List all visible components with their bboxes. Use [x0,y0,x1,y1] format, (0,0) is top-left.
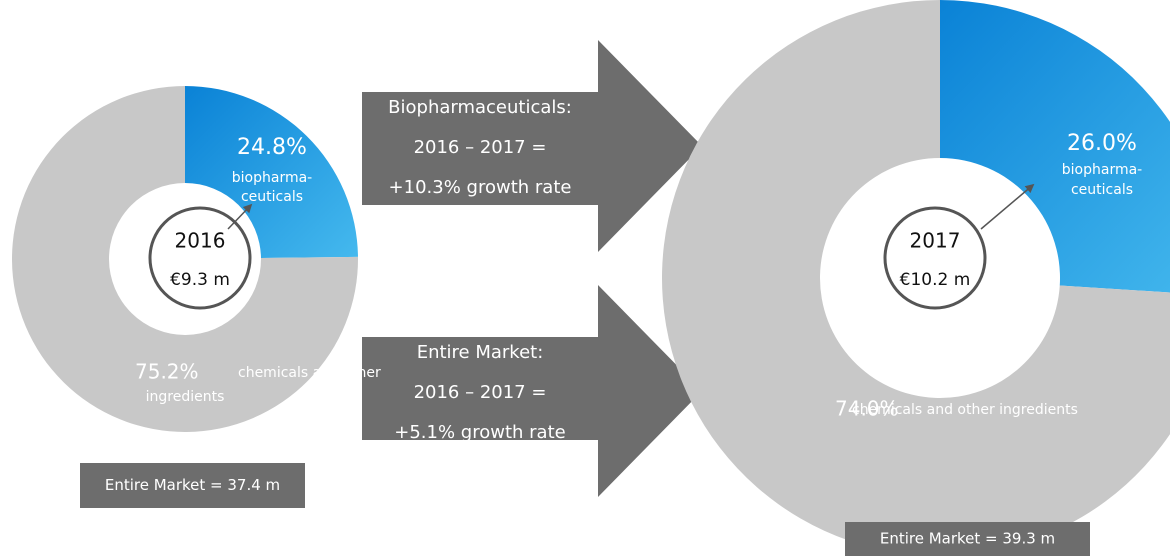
arrow-shape [362,40,702,252]
value-label: 75.2% [135,360,199,384]
arrow-text: 2016 – 2017 = [414,137,547,158]
category-label: biopharma- [1062,162,1142,178]
pointer-arrow [980,183,1035,230]
arrow-text: Entire Market: [417,342,544,363]
footer-text: Entire Market = 39.3 m [880,530,1055,548]
pointer-arrow [227,203,253,230]
arrow-text: Biopharmaceuticals: [388,97,572,118]
category-label: chemicals and other ingredients [852,402,1078,418]
center-value: €10.2 m [900,270,971,290]
arrow-text: +10.3% growth rate [389,177,572,198]
arrow-text: +5.1% growth rate [394,422,565,443]
center-year: 2017 [910,229,961,253]
category-label: biopharma- [232,170,312,186]
value-label: 26.0% [1067,131,1137,156]
arrow-text: 2016 – 2017 = [414,382,547,403]
center-year: 2016 [175,229,226,253]
category-label: chemicals and other [238,365,381,381]
center-ring [883,206,987,310]
donut-slice [662,0,1170,556]
donut-slice [12,86,358,433]
center-ring [148,206,252,310]
value-label: 24.8% [237,135,307,160]
footer-text: Entire Market = 37.4 m [105,476,280,494]
center-value: €9.3 m [170,270,230,290]
category-label: ceuticals [1071,182,1133,198]
category-label: ceuticals [241,189,303,205]
donut-slice [185,86,358,259]
arrow-shape [362,285,702,497]
category-label: ingredients [146,389,225,405]
footer-box [80,463,305,508]
donut-slice [940,0,1170,293]
value-label: 74.0% [835,397,899,421]
footer-box [845,522,1090,556]
